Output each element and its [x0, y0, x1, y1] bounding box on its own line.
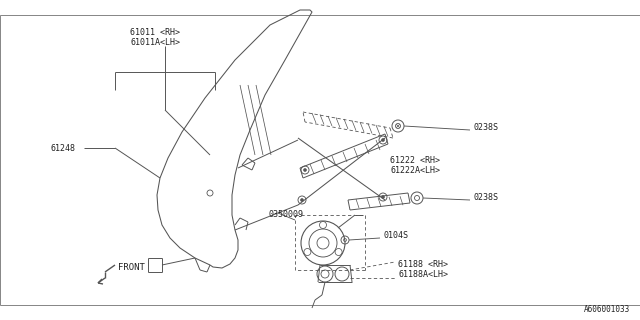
Text: FRONT: FRONT	[118, 263, 145, 273]
Text: 61188 <RH>
61188A<LH>: 61188 <RH> 61188A<LH>	[398, 260, 448, 279]
Text: 61222 <RH>
61222A<LH>: 61222 <RH> 61222A<LH>	[390, 156, 440, 175]
Text: A606001033: A606001033	[584, 305, 630, 314]
Text: 61011 <RH>
61011A<LH>: 61011 <RH> 61011A<LH>	[130, 28, 180, 47]
Circle shape	[303, 169, 307, 172]
Text: 0350009: 0350009	[268, 210, 303, 219]
Circle shape	[381, 139, 385, 141]
Circle shape	[381, 196, 385, 198]
Text: 0238S: 0238S	[473, 123, 498, 132]
Circle shape	[301, 198, 303, 202]
Text: 0104S: 0104S	[383, 230, 408, 239]
Text: 61248: 61248	[50, 143, 75, 153]
Text: 0238S: 0238S	[473, 193, 498, 202]
